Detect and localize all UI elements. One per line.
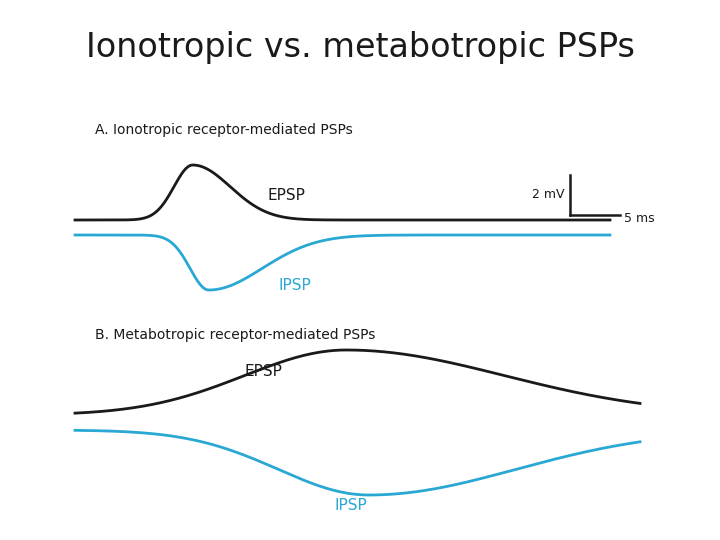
Text: 2 mV: 2 mV [533, 188, 565, 201]
Text: B. Metabotropic receptor-mediated PSPs: B. Metabotropic receptor-mediated PSPs [95, 328, 375, 342]
Text: EPSP: EPSP [268, 187, 305, 202]
Text: Ionotropic vs. metabotropic PSPs: Ionotropic vs. metabotropic PSPs [86, 31, 634, 64]
Text: IPSP: IPSP [279, 278, 311, 293]
Text: IPSP: IPSP [335, 497, 368, 512]
Text: EPSP: EPSP [245, 364, 282, 380]
Text: A. Ionotropic receptor-mediated PSPs: A. Ionotropic receptor-mediated PSPs [95, 123, 353, 137]
Text: 5 ms: 5 ms [624, 213, 654, 226]
